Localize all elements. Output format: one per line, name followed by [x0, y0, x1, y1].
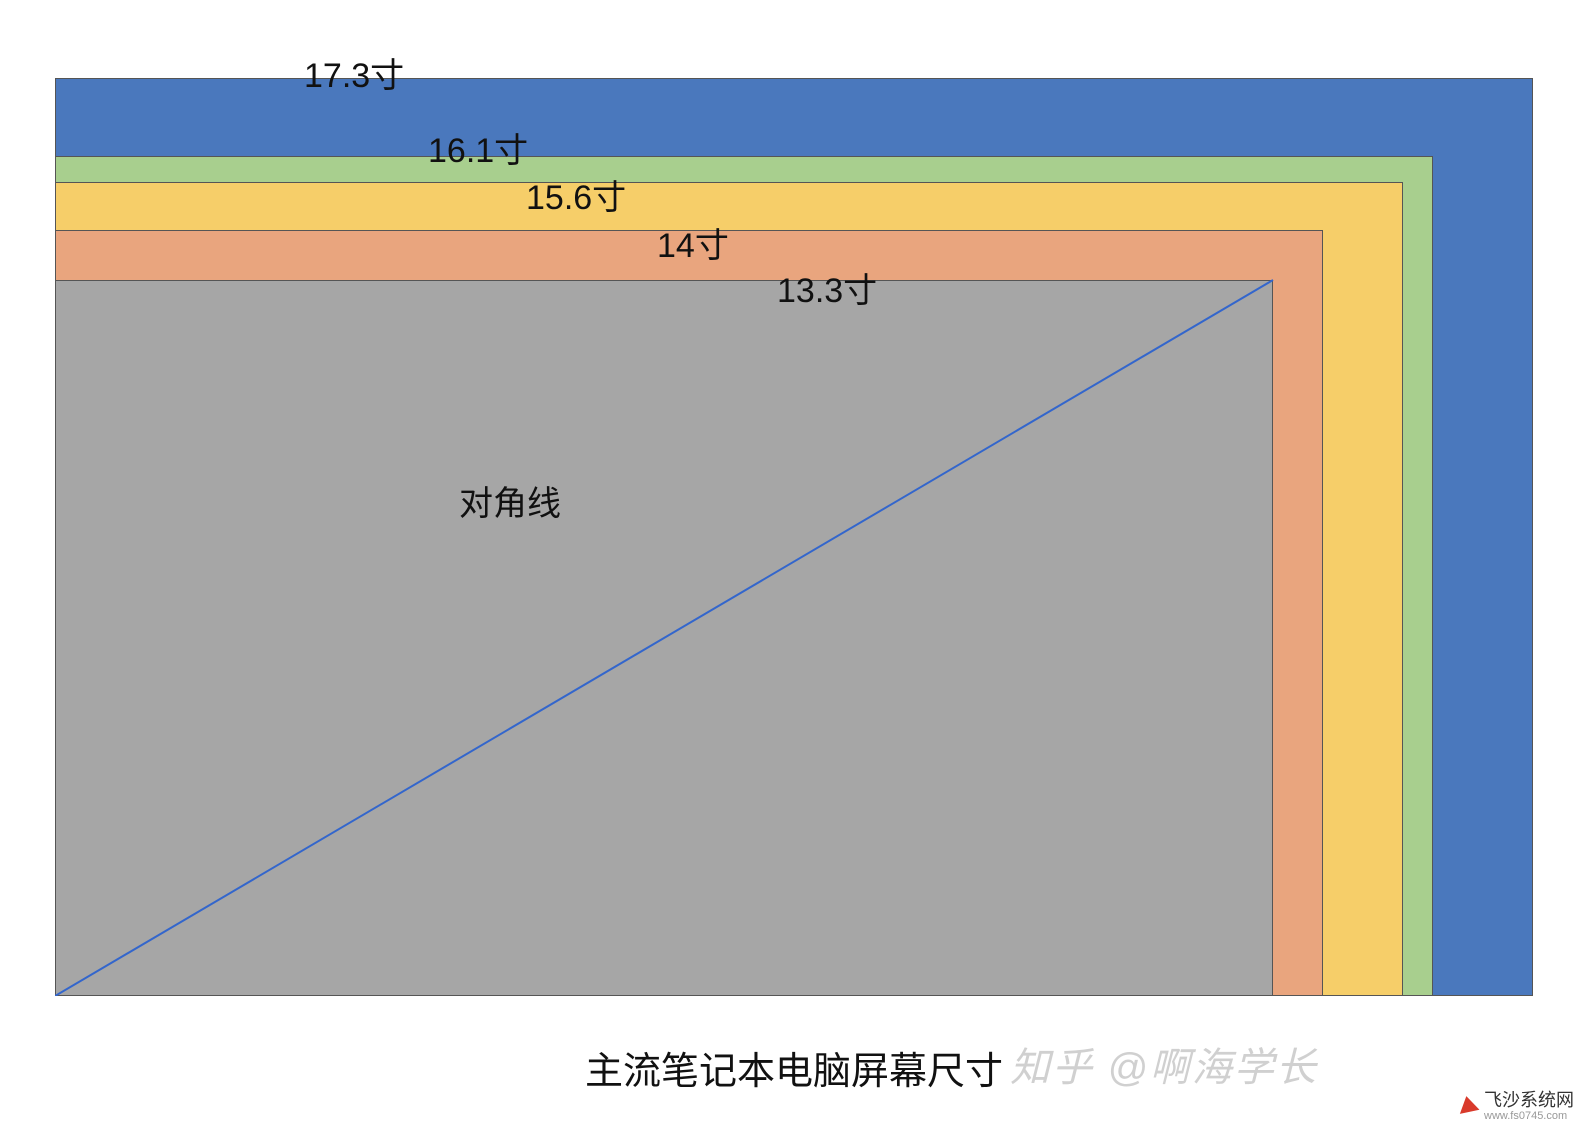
- label-15-6: 15.6寸: [526, 170, 626, 219]
- diagonal-label: 对角线: [459, 476, 561, 525]
- label-17-3: 17.3寸: [304, 48, 404, 97]
- site-name: 飞沙系统网: [1484, 1090, 1574, 1110]
- site-logo-icon: [1457, 1094, 1480, 1114]
- site-sub: www.fs0745.com: [1484, 1110, 1574, 1122]
- diagram-area: 17.3寸 16.1寸 15.6寸 14寸 13.3寸 对角线: [55, 78, 1533, 996]
- rect-13-3: [55, 280, 1273, 996]
- watermark: 知乎 @啊海学长: [1010, 1035, 1318, 1093]
- label-13-3: 13.3寸: [777, 263, 877, 312]
- site-badge: 飞沙系统网 www.fs0745.com: [1458, 1086, 1574, 1122]
- label-16-1: 16.1寸: [428, 123, 528, 172]
- caption: 主流笔记本电脑屏幕尺寸: [0, 1040, 1588, 1095]
- label-14: 14寸: [657, 218, 729, 267]
